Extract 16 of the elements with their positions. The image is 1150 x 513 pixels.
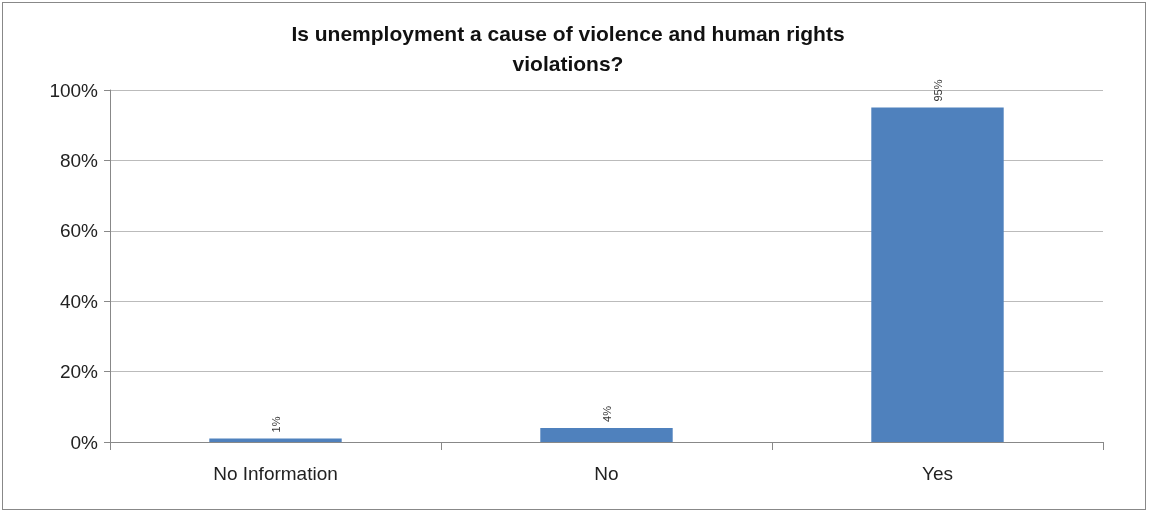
bar [871, 107, 1004, 442]
bar [209, 438, 342, 442]
y-tick-label: 60% [59, 220, 99, 242]
x-tick-label: Yes [922, 463, 953, 484]
y-tick-label: 80% [59, 149, 99, 171]
x-tick-label: No [594, 463, 619, 484]
chart-title: Is unemployment a cause of violence and human rights violations? [291, 21, 845, 75]
bar [540, 427, 673, 442]
data-label: 4% [600, 405, 613, 422]
y-tick-label: 20% [59, 361, 99, 383]
y-tick-label: 100% [49, 79, 99, 101]
y-tick-label: 40% [59, 290, 99, 312]
data-label: 1% [269, 416, 282, 433]
x-tick-label: No Information [213, 463, 338, 484]
y-tick-label: 0% [70, 431, 99, 453]
data-label: 95% [931, 79, 944, 102]
